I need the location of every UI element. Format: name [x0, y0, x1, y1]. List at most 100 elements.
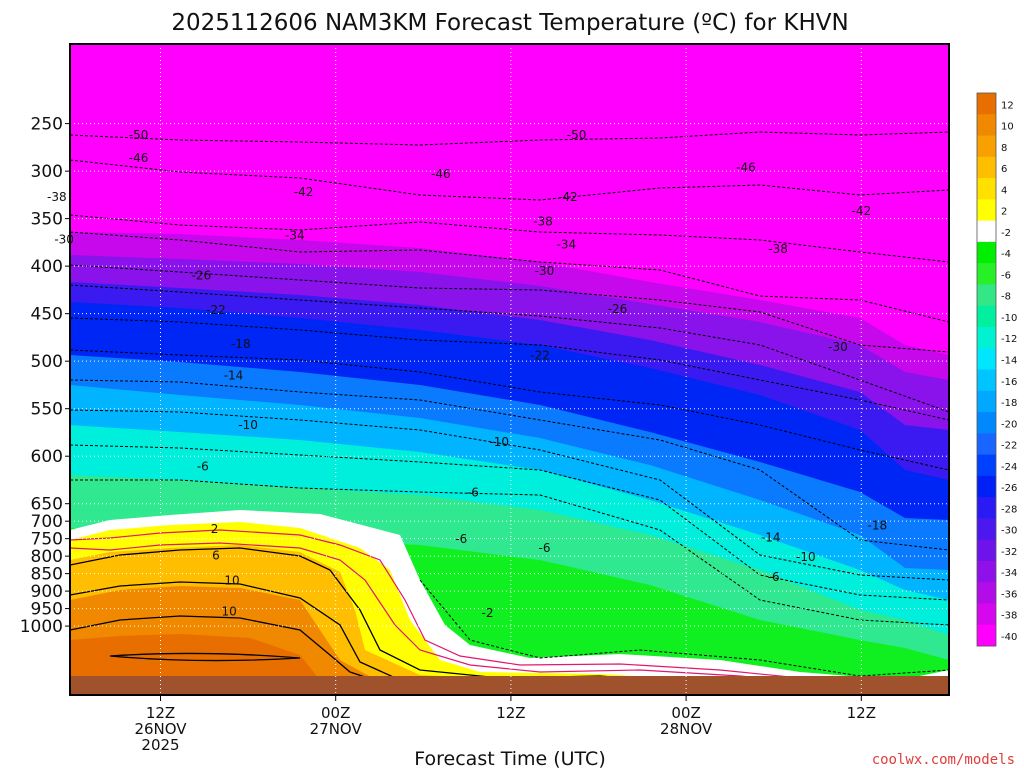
isotherm-minus-6 [70, 479, 949, 626]
ground-surface [70, 676, 949, 695]
contour-label: -38 [768, 242, 788, 256]
x-tick-label: 27NOV [310, 720, 363, 738]
contour-labels: -50 -50-46-46 -46-42 -42-42-38-38-38-34-34-… [47, 128, 887, 620]
y-tick-label: 350 [31, 210, 63, 230]
x-axis-label: Forecast Time (UTC) [414, 748, 605, 768]
chart-title: 2025112606 NAM3KM Forecast Temperature (… [171, 10, 848, 36]
colorbar-swatch [977, 390, 996, 413]
colorbar-label: -14 [1001, 356, 1017, 367]
x-tick-label: 2025 [141, 736, 179, 754]
contour-label: -26 [192, 269, 212, 283]
colorbar-label: 6 [1001, 164, 1007, 175]
plot-frame [69, 43, 950, 696]
colorbar-label: -28 [1001, 504, 1017, 515]
contour-label: -30 [828, 340, 848, 354]
y-tick-label: 1000 [20, 617, 63, 637]
x-tick-label: 12Z [496, 704, 525, 722]
colorbar-label: -10 [1001, 313, 1017, 324]
contour-label: 10 [221, 605, 236, 619]
contour-label: -10 [796, 550, 816, 564]
colorbar-label: -30 [1001, 526, 1017, 537]
colorbar-swatch [977, 518, 996, 541]
colorbar-label: -8 [1001, 292, 1011, 303]
contour-label: -6 [467, 485, 479, 499]
y-tick-label: 400 [31, 257, 63, 277]
grid-lines [70, 44, 949, 695]
isotherm-dashed-lines [70, 131, 949, 677]
contour-label: -42 [851, 204, 871, 218]
colorbar-swatch [977, 603, 996, 626]
colorbar-swatch [977, 475, 996, 498]
colorbar-frame [976, 92, 997, 647]
temperature-field [70, 44, 949, 695]
colorbar-label: -2 [1001, 228, 1011, 239]
colorbar-label: -4 [1001, 249, 1011, 260]
contour-label: -22 [206, 303, 226, 317]
y-tick-label: 300 [31, 162, 63, 182]
x-tick-label: 12Z [847, 704, 876, 722]
colorbar-label: -40 [1001, 632, 1017, 643]
colorbar-swatch [977, 156, 996, 179]
y-tick-label: 700 [31, 512, 63, 532]
contour-label: -14 [224, 368, 244, 382]
contour-label: -34 [557, 237, 577, 251]
contour-label: -46 [736, 160, 756, 174]
colorbar-label: 10 [1001, 122, 1014, 133]
contour-label: -38 [47, 190, 67, 204]
isotherm-minus-42 [70, 214, 949, 263]
isotherm-minus-50 [70, 131, 949, 146]
colorbar-swatch [977, 220, 996, 243]
isotherm-minus-22 [70, 349, 949, 471]
y-tick-label: 850 [31, 565, 63, 585]
isotherm-zero-upper [70, 529, 949, 686]
y-axis: 2503003504004505005506006507007508008509… [20, 115, 70, 637]
isotherm-minus-30 [70, 284, 949, 413]
isotherm-plus-10 [70, 615, 381, 683]
colorbar-swatch [977, 178, 996, 200]
isotherm-minus-38 [70, 231, 949, 323]
contour-label: -22 [530, 348, 550, 362]
contour-label: -14 [761, 530, 781, 544]
colorbar-swatch [977, 348, 996, 370]
contour-label: -26 [608, 302, 628, 316]
isotherm-minus-10 [70, 444, 949, 601]
colorbar-label: -12 [1001, 334, 1017, 345]
contour-label: -6 [768, 570, 780, 584]
colorbar-label: -18 [1001, 398, 1017, 409]
colorbar-swatch [977, 305, 996, 328]
colorbar-swatch [977, 199, 996, 222]
contour-label: -50 [567, 128, 587, 142]
y-tick-label: 950 [31, 600, 63, 620]
colorbar-label: 2 [1001, 207, 1007, 218]
colorbar-label: -22 [1001, 441, 1017, 452]
contour-label: 10 [224, 573, 239, 587]
colorbar-label: 8 [1001, 143, 1007, 154]
colorbar-swatch [977, 433, 996, 456]
x-tick-label: 26NOV [134, 720, 187, 738]
contour-label: -2 [482, 606, 494, 620]
colorbar-swatch [977, 412, 996, 434]
colorbar-swatch [977, 624, 996, 647]
contour-label: -10 [489, 435, 509, 449]
colorbar-swatch [977, 135, 996, 158]
colorbar: 12 10 8 6 4 2 -2 -4 -6 -8 -10 -12 -14 -16 -18 -20 -22 -24… [976, 92, 1017, 647]
contour-label: -46 [431, 167, 451, 181]
colorbar-label: -24 [1001, 462, 1017, 473]
credit-link[interactable]: coolwx.com/models [872, 752, 1015, 768]
colorbar-swatch [977, 241, 996, 264]
y-tick-label: 550 [31, 400, 63, 420]
colorbar-label: -20 [1001, 419, 1017, 430]
contour-label: -30 [535, 264, 555, 278]
contour-label: -6 [455, 532, 467, 546]
contour-label: -6 [538, 541, 550, 555]
colorbar-swatch [977, 454, 996, 477]
y-tick-label: 500 [31, 352, 63, 372]
isotherm-minus-46 [70, 159, 949, 201]
contour-label: -50 [129, 128, 149, 142]
isotherm-minus-14 [70, 409, 949, 581]
colorbar-label: -26 [1001, 483, 1017, 494]
colorbar-swatch [977, 263, 996, 285]
colorbar-label: -38 [1001, 611, 1017, 622]
y-tick-label: 650 [31, 495, 63, 515]
